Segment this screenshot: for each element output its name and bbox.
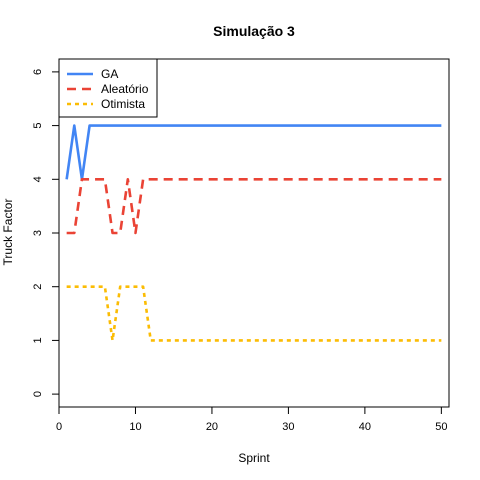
x-tick-label: 50 xyxy=(435,421,447,433)
x-tick-label: 30 xyxy=(282,421,294,433)
y-tick-label: 0 xyxy=(32,391,44,397)
y-tick-label: 6 xyxy=(32,69,44,75)
x-tick-label: 20 xyxy=(206,421,218,433)
legend-label: Aleatório xyxy=(101,82,149,96)
series-line-3 xyxy=(66,285,442,342)
x-tick-label: 40 xyxy=(359,421,371,433)
legend-label: Otimista xyxy=(101,97,145,111)
y-tick-label: 1 xyxy=(32,337,44,343)
chart-title: Simulação 3 xyxy=(213,23,295,39)
series-line-1 xyxy=(65,124,442,181)
y-tick-label: 3 xyxy=(32,230,44,236)
x-tick-label: 10 xyxy=(129,421,141,433)
series-layer xyxy=(65,124,442,342)
x-tick-label: 0 xyxy=(56,421,62,433)
series-line-2 xyxy=(66,178,442,235)
y-tick-label: 4 xyxy=(32,176,44,182)
legend-label: GA xyxy=(101,67,118,81)
y-tick-label: 2 xyxy=(32,284,44,290)
y-tick-label: 5 xyxy=(32,123,44,129)
x-axis: 0 10 20 30 40 50 xyxy=(56,406,447,433)
y-axis: 0 1 2 3 4 5 6 xyxy=(32,69,59,397)
y-axis-label: Truck Factor xyxy=(1,199,15,266)
x-axis-label: Sprint xyxy=(238,451,270,465)
